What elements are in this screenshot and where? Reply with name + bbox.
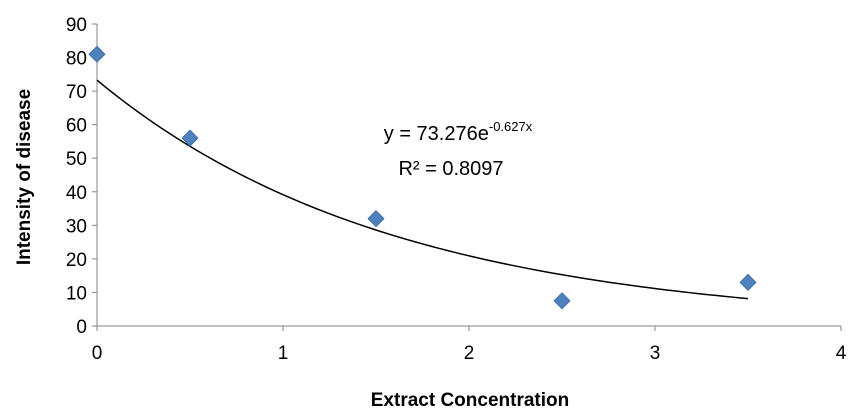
y-tick-label: 80 — [66, 49, 87, 70]
data-point — [181, 129, 199, 147]
y-tick-label: 60 — [66, 116, 87, 137]
data-points — [88, 45, 757, 310]
axes: 0 10 20 30 40 50 60 70 80 90 0 1 2 3 4 — [66, 15, 847, 364]
data-point — [553, 292, 571, 310]
y-tick-label: 70 — [66, 82, 87, 103]
x-tick-label: 4 — [836, 343, 847, 364]
data-point — [88, 45, 106, 63]
x-tick-label: 0 — [92, 343, 103, 364]
y-axis-title: Intensity of disease — [14, 89, 35, 265]
y-tick-label: 20 — [66, 250, 87, 271]
data-point — [367, 210, 385, 228]
x-tick-label: 1 — [278, 343, 289, 364]
trendline-r-squared: R² = 0.8097 — [398, 158, 503, 180]
x-tick-label: 3 — [650, 343, 661, 364]
trendline-equation: y = 73.276e-0.627x — [384, 119, 533, 145]
trendline — [96, 79, 749, 300]
data-point — [739, 273, 757, 291]
y-tick-label: 50 — [66, 149, 87, 170]
trendline-group — [96, 79, 749, 300]
trendline-equation-base: y = 73.276e — [384, 123, 489, 145]
y-tick-label: 0 — [76, 317, 87, 338]
y-tick-label: 90 — [66, 15, 87, 36]
x-tick-label: 2 — [464, 343, 475, 364]
y-tick-label: 30 — [66, 216, 87, 237]
y-tick-label: 10 — [66, 283, 87, 304]
x-axis-title: Extract Concentration — [371, 390, 569, 411]
trendline-equation-exponent: -0.627x — [489, 119, 533, 134]
y-tick-label: 40 — [66, 183, 87, 204]
